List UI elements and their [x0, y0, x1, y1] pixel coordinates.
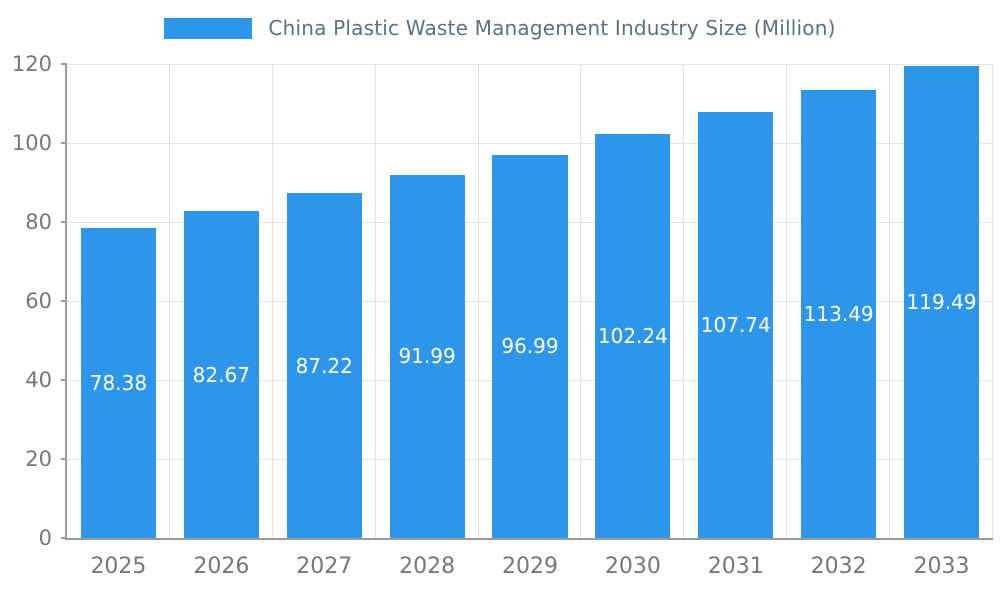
y-tick-label: 60	[25, 289, 52, 313]
bar-value-label: 78.38	[89, 371, 148, 396]
gridline-vertical	[992, 64, 993, 538]
bar-2029: 96.99	[492, 154, 568, 538]
chart-title: China Plastic Waste Management Industry …	[268, 16, 836, 40]
gridline-vertical	[683, 64, 685, 538]
gridline-vertical	[580, 64, 582, 538]
y-tick-label: 20	[25, 447, 52, 471]
bar-value-label: 119.49	[906, 290, 977, 314]
bar-2028: 91.99	[389, 174, 465, 538]
y-tick-label: 80	[25, 209, 52, 234]
bar-2032: 113.49	[801, 89, 877, 538]
x-tick-label: 2025	[90, 554, 147, 579]
gridline-horizontal	[67, 142, 993, 144]
plot-area: 0 20 40 60 80 100 120 78.38 2025 82.67 2026 87.22 20…	[12, 52, 993, 579]
x-tick-label: 2028	[399, 554, 456, 579]
legend: China Plastic Waste Management Industry …	[0, 16, 1000, 40]
bar-2025: 78.38	[80, 228, 156, 538]
x-tick-label: 2029	[502, 554, 558, 579]
gridline-vertical	[889, 64, 891, 538]
y-axis-tick	[61, 63, 67, 65]
y-axis-tick	[61, 458, 67, 460]
bar-value-label: 102.24	[597, 324, 668, 349]
bar-2030: 102.24	[595, 134, 671, 538]
gridline-horizontal	[67, 64, 993, 65]
x-tick-label: 2031	[707, 554, 764, 579]
gridline-vertical	[786, 64, 788, 538]
bar-value-label: 107.74	[700, 313, 771, 338]
y-tick-label: 100	[11, 130, 52, 155]
x-tick-label: 2032	[810, 554, 867, 579]
bar-value-label: 96.99	[501, 334, 559, 359]
bar-value-label: 113.49	[803, 301, 874, 326]
bar-value-label: 87.22	[295, 353, 353, 378]
y-tick-label: 0	[38, 526, 52, 550]
y-axis-tick	[61, 378, 67, 381]
x-tick-label: 2027	[296, 554, 353, 579]
bar-value-label: 91.99	[398, 344, 456, 369]
bar-2026: 82.67	[183, 211, 259, 538]
x-tick-label: 2030	[604, 554, 661, 579]
gridline-vertical	[168, 64, 170, 538]
y-axis-tick	[61, 141, 67, 144]
gridline-vertical	[477, 64, 479, 538]
y-tick-label: 40	[25, 367, 52, 392]
legend-swatch	[164, 17, 253, 39]
y-axis-tick	[61, 220, 67, 223]
bar-2031: 107.74	[698, 112, 774, 538]
bar-value-label: 82.67	[192, 362, 250, 387]
bar-2027: 87.22	[286, 193, 362, 538]
y-axis-tick	[61, 300, 67, 302]
bar-2033: 119.49	[904, 66, 980, 538]
x-tick-label: 2033	[913, 554, 970, 579]
gridline-vertical	[271, 64, 273, 538]
y-axis-tick	[61, 537, 67, 539]
gridline-vertical	[374, 64, 376, 538]
y-tick-label: 120	[11, 52, 52, 76]
x-tick-label: 2026	[193, 554, 250, 579]
